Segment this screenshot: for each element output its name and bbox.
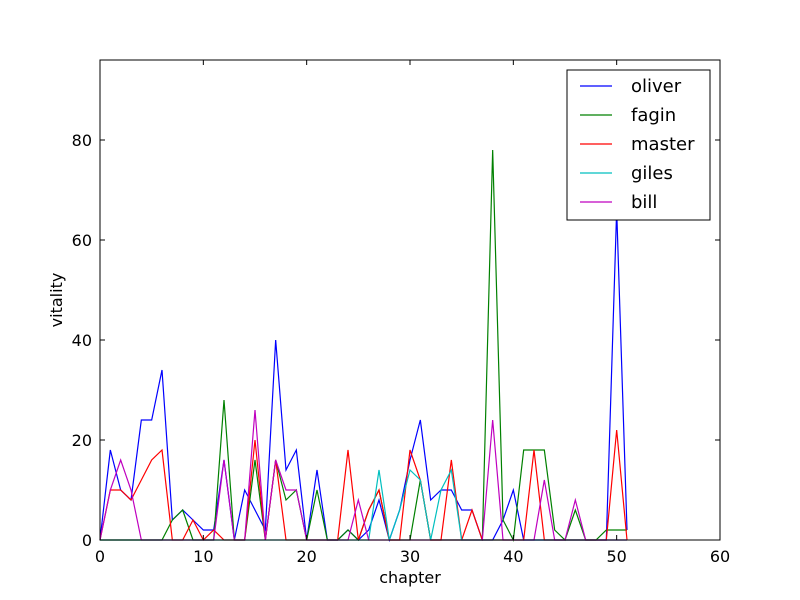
x-tick-label: 50	[606, 547, 626, 566]
x-tick-label: 40	[503, 547, 523, 566]
y-axis-label: vitality	[47, 273, 66, 328]
legend-label-oliver: oliver	[631, 76, 682, 97]
y-tick-label: 0	[82, 531, 92, 550]
legend-box	[566, 69, 711, 221]
y-tick-label: 60	[72, 231, 92, 250]
x-axis-label: chapter	[379, 568, 441, 587]
x-tick-label: 30	[400, 547, 420, 566]
legend-label-master: master	[631, 134, 695, 155]
x-tick-label: 0	[95, 547, 105, 566]
ticks-layer: 0 10 20 30 40 50 60 0 20 40 60 80	[72, 60, 730, 566]
y-tick-label: 40	[72, 331, 92, 350]
legend-label-bill: bill	[631, 192, 657, 213]
legend-label-fagin: fagin	[631, 105, 676, 126]
legend-label-giles: giles	[631, 163, 673, 184]
x-tick-label: 10	[193, 547, 213, 566]
x-tick-label: 60	[710, 547, 730, 566]
y-tick-label: 20	[72, 431, 92, 450]
x-tick-label: 20	[296, 547, 316, 566]
legend: oliver fagin master giles bill	[566, 69, 711, 221]
y-tick-label: 80	[72, 131, 92, 150]
series-line-master	[99, 429, 628, 541]
